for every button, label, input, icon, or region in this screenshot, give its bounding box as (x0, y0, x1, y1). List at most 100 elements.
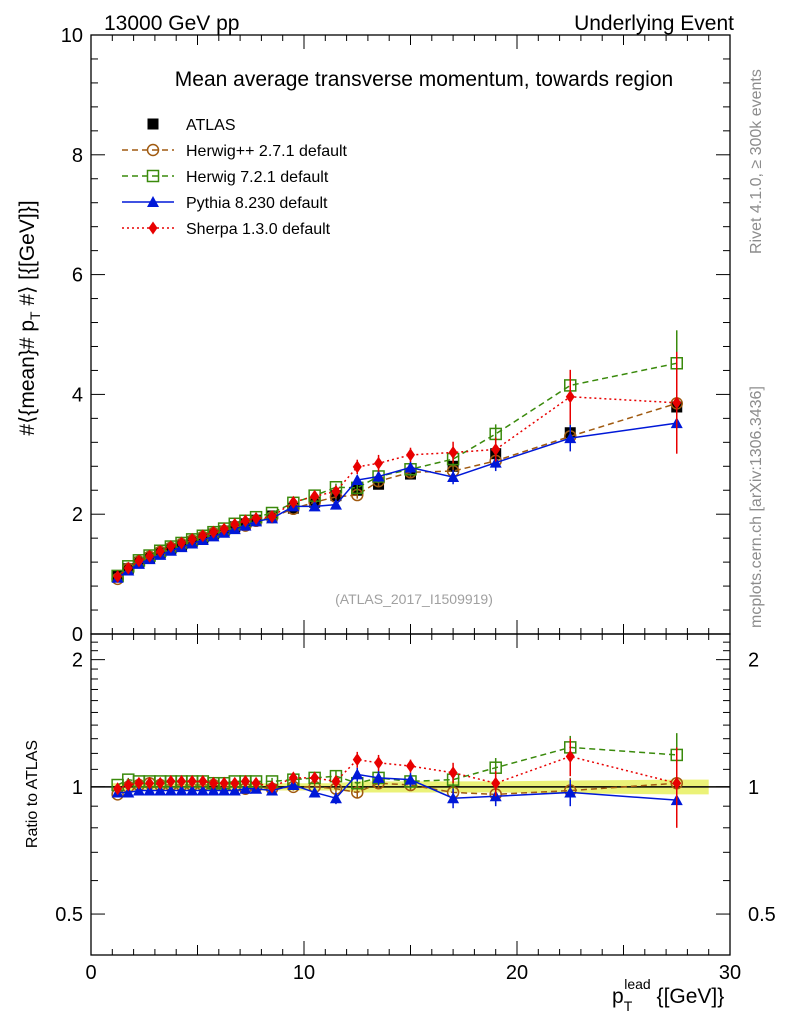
data-point (145, 549, 155, 563)
legend-label: Herwig++ 2.7.1 default (186, 143, 348, 160)
y-tick-label: 8 (72, 145, 83, 167)
series-line (117, 422, 677, 579)
y-axis-title: #⟨{mean}# pT #⟩ [{[GeV]}] (16, 200, 43, 435)
legend-label: ATLAS (186, 117, 236, 134)
data-point (251, 511, 261, 525)
data-point (288, 495, 298, 509)
data-point (198, 529, 208, 543)
series-pythia-8-230-default (111, 406, 683, 583)
ratio-point (134, 776, 144, 790)
ratio-point (447, 792, 460, 804)
legend-marker (147, 118, 159, 130)
data-point (331, 484, 341, 498)
data-point (308, 500, 321, 512)
legend-item: Herwig++ 2.7.1 default (122, 143, 348, 160)
ratio-point (166, 774, 176, 788)
ratio-point (187, 774, 197, 788)
x-tick-label: 0 (85, 962, 96, 984)
ratio-point (154, 784, 167, 796)
data-point (123, 561, 133, 575)
ratio-point (351, 768, 364, 780)
ratio-point (164, 784, 177, 796)
ratio-point (310, 771, 320, 785)
ratio-point (228, 784, 241, 796)
x-tick-label: 20 (506, 962, 528, 984)
ratio-point (406, 759, 415, 773)
data-point (351, 474, 364, 486)
legend-label: Pythia 8.230 default (186, 195, 328, 212)
ratio-point (207, 784, 220, 796)
ratio-y-tick-label-right: 1 (748, 777, 759, 799)
data-point (230, 517, 240, 531)
ratio-point (287, 779, 300, 791)
ratio-point (218, 784, 231, 796)
data-point (372, 470, 385, 482)
legend-item: ATLAS (147, 117, 236, 134)
ratio-point (404, 773, 417, 785)
legend-item: Herwig 7.2.1 default (122, 169, 329, 186)
data-point (267, 510, 277, 524)
legend-item: Pythia 8.230 default (122, 195, 328, 212)
legend: ATLAS Herwig++ 2.7.1 default Herwig 7.2.1 … (122, 117, 348, 238)
data-point (208, 525, 218, 539)
y-tick-label: 0 (72, 624, 83, 646)
data-point (491, 443, 501, 457)
series-atlas (112, 397, 683, 582)
ratio-point (491, 776, 501, 790)
ratio-axis-ticks: 0.5 0.51 12 20 10 20 30 (55, 633, 776, 984)
data-point (155, 544, 165, 558)
main-panel: 0 2 4 6 8 10 Mean average transverse momentum… (16, 25, 731, 646)
legend-marker (146, 143, 160, 157)
legend-item: Sherpa 1.3.0 default (122, 221, 331, 238)
ratio-point (329, 792, 342, 804)
ratio-point (145, 776, 155, 790)
data-point (489, 456, 502, 468)
x-tick-label: 30 (719, 962, 741, 984)
mcplots-source-label: mcplots.cern.ch [arXiv:1306.3436] (748, 386, 765, 628)
ratio-point (308, 786, 321, 798)
series-line (117, 402, 677, 580)
ratio-y-tick-label: 0.5 (55, 904, 83, 926)
legend-marker (146, 169, 160, 183)
ratio-point (352, 753, 362, 767)
ratio-y-tick-label: 1 (72, 777, 83, 799)
ratio-point (198, 774, 208, 788)
x-axis-title: pTlead {[GeV]} (612, 976, 724, 1014)
legend-label: Herwig 7.2.1 default (186, 169, 329, 186)
series-sherpa-1-3-0-default (113, 351, 682, 583)
data-point (134, 554, 144, 568)
ratio-point (155, 776, 165, 790)
data-point (187, 532, 197, 546)
data-point (565, 390, 575, 404)
data-point (352, 460, 362, 474)
y-tick-label: 10 (61, 25, 83, 47)
ratio-point (251, 776, 261, 790)
data-point (406, 448, 415, 462)
ratio-y-tick-label: 2 (72, 650, 83, 672)
ratio-point (331, 774, 341, 788)
data-point (166, 540, 176, 554)
analysis-id-label: (ATLAS_2017_I1509919) (335, 591, 493, 607)
data-point (447, 471, 460, 483)
ratio-point (564, 786, 577, 798)
data-point (564, 432, 577, 444)
data-point (240, 514, 250, 528)
ratio-point (448, 766, 458, 780)
ratio-point (240, 774, 250, 788)
data-point (310, 489, 320, 503)
rivet-version-label: Rivet 4.1.0, ≥ 300k events (748, 69, 765, 254)
ratio-point (186, 784, 199, 796)
legend-marker (147, 196, 159, 207)
x-axis-label: pTlead {[GeV]} (612, 976, 724, 1014)
ratio-point (123, 778, 133, 792)
ratio-point (219, 776, 229, 790)
main-axis-ticks: 0 2 4 6 8 10 (61, 25, 731, 646)
data-point (329, 498, 342, 510)
ratio-point (113, 782, 123, 796)
data-point (219, 522, 229, 536)
y-tick-label: 4 (72, 384, 83, 406)
ratio-point (372, 771, 385, 783)
chart-title: Mean average transverse momentum, toward… (175, 68, 673, 91)
ratio-series-group (111, 733, 683, 828)
main-y-axis-label: #⟨{mean}# pT #⟩ [{[GeV]}] (16, 200, 43, 435)
